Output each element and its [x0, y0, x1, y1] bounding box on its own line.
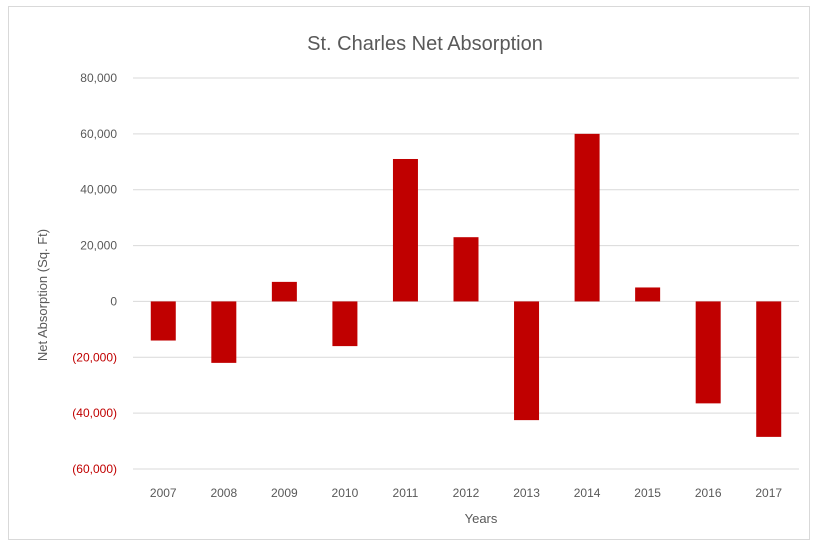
bar-2007: [150, 301, 176, 341]
x-tick-label: 2009: [271, 486, 298, 500]
x-tick-label: 2013: [513, 486, 540, 500]
bar-2017: [756, 301, 782, 437]
y-tick-label: (60,000): [72, 462, 117, 476]
y-tick-label: 60,000: [80, 127, 117, 141]
y-axis-ticks: 80,000 60,000 40,000 20,000 0 (20,000) (40,000…: [72, 71, 117, 476]
bar-2013: [514, 301, 540, 421]
chart-frame: St. Charles Net Absorption 80,000 60,000 4…: [8, 6, 810, 540]
y-tick-label: 20,000: [80, 239, 117, 253]
bar-2016: [695, 301, 721, 404]
y-tick-label: 0: [110, 294, 117, 308]
bar-chart: St. Charles Net Absorption 80,000 60,000 4…: [35, 33, 799, 526]
x-tick-label: 2010: [332, 486, 359, 500]
x-tick-label: 2014: [574, 486, 601, 500]
x-axis-ticks: 2007 2008 2009 2010 2011 2012 2013 2014 2015 2016…: [150, 486, 782, 500]
y-axis-label: Net Absorption (Sq. Ft): [35, 229, 50, 361]
x-tick-label: 2017: [755, 486, 782, 500]
y-tick-label: 40,000: [80, 183, 117, 197]
x-tick-label: 2008: [210, 486, 237, 500]
x-tick-label: 2011: [393, 486, 419, 500]
x-tick-label: 2015: [634, 486, 661, 500]
x-tick-label: 2016: [695, 486, 722, 500]
x-tick-label: 2012: [453, 486, 480, 500]
bar-2010: [332, 301, 358, 347]
bar-2011: [392, 158, 418, 302]
bar-2012: [453, 237, 479, 302]
bar-2008: [211, 301, 237, 363]
bars: [150, 133, 782, 437]
bar-2014: [574, 133, 600, 302]
bar-2009: [271, 281, 297, 302]
y-tick-label: (40,000): [72, 406, 117, 420]
x-axis-label: Years: [465, 511, 498, 526]
bar-2015: [635, 287, 661, 302]
chart-title: St. Charles Net Absorption: [307, 33, 543, 55]
x-tick-label: 2007: [150, 486, 177, 500]
y-tick-label: 80,000: [80, 71, 117, 85]
y-tick-label: (20,000): [72, 350, 117, 364]
